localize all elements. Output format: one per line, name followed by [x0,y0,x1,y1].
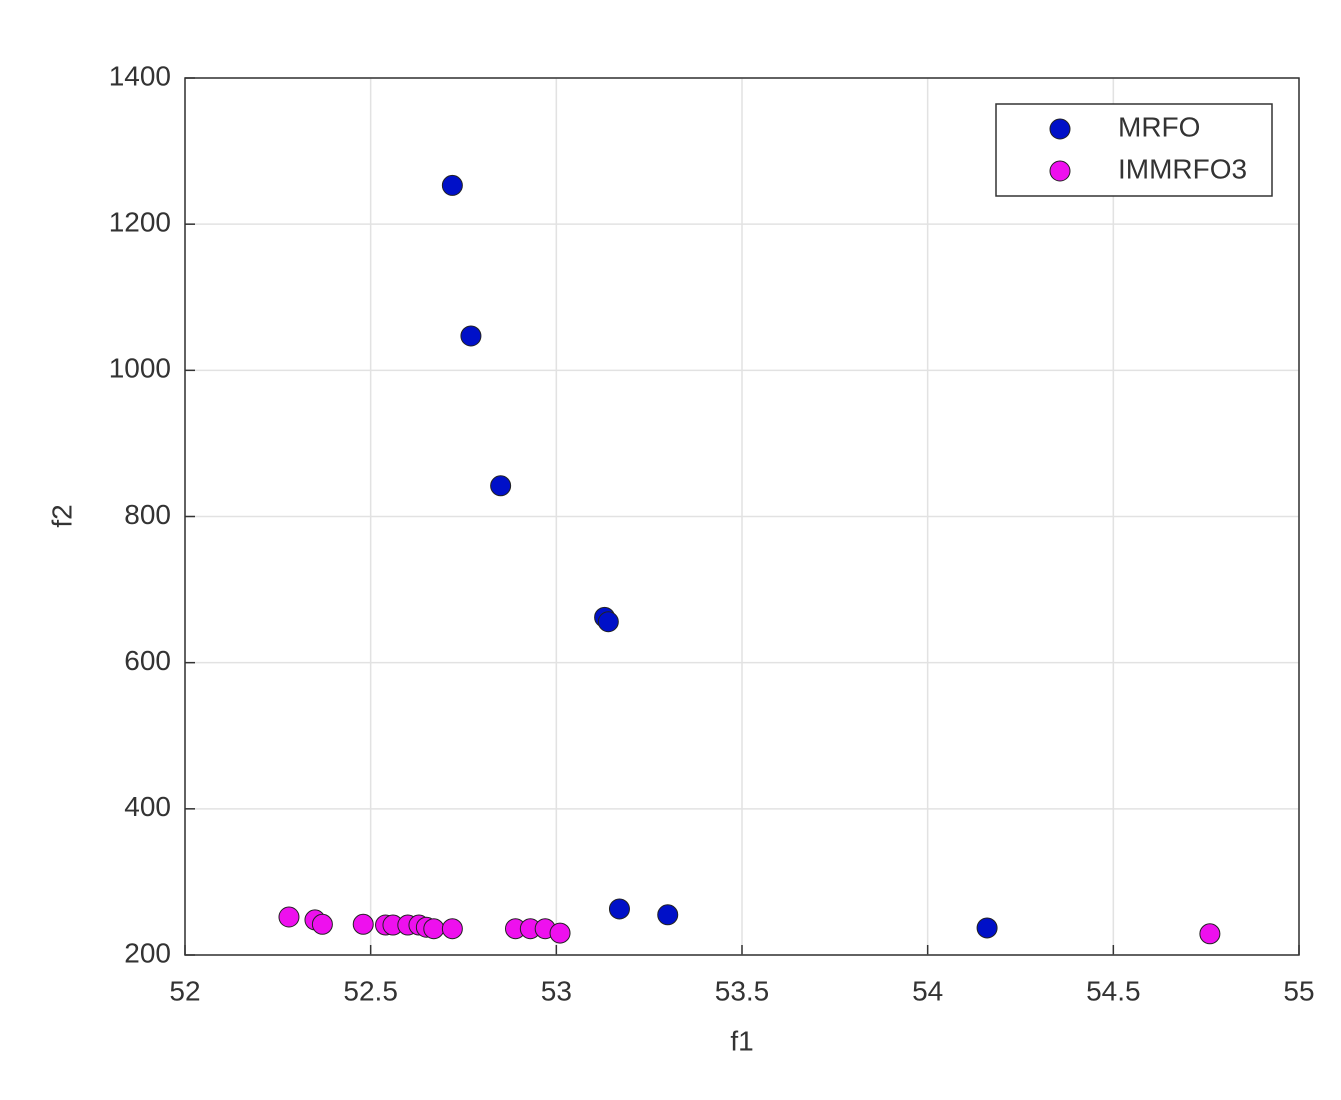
x-tick-label: 54 [912,975,943,1006]
y-tick-label: 600 [124,645,171,676]
point [441,918,463,940]
point [976,917,998,939]
legend: MRFO IMMRFO3 [995,103,1273,197]
y-axis-label: f2 [46,504,77,527]
legend-marker [1049,160,1071,182]
x-tick-label: 52.5 [343,975,398,1006]
x-axis-label: f1 [730,1025,753,1056]
y-tick-label: 1000 [109,353,171,384]
point [597,611,619,633]
y-tick-label: 200 [124,937,171,968]
point [608,898,630,920]
legend-box [995,103,1273,197]
y-tick-label: 1400 [109,60,171,91]
point [278,906,300,928]
point [423,918,445,940]
point [460,325,482,347]
y-tick-label: 800 [124,499,171,530]
axes-box [184,77,1300,956]
x-tick-label: 52 [169,975,200,1006]
y-tick-label: 400 [124,791,171,822]
legend-marker [1049,118,1071,140]
point [657,904,679,926]
y-tick-label: 1200 [109,207,171,238]
points [278,174,1221,945]
x-tick-label: 53 [541,975,572,1006]
x-tick-label: 53.5 [715,975,770,1006]
x-tick-label: 54.5 [1086,975,1141,1006]
legend-label: IMMRFO3 [1118,153,1247,184]
point [311,913,333,935]
point [549,922,571,944]
point [1199,923,1221,945]
point [352,913,374,935]
legend-label: MRFO [1118,111,1200,142]
point [490,475,512,497]
point [441,174,463,196]
x-tick-label: 55 [1283,975,1314,1006]
